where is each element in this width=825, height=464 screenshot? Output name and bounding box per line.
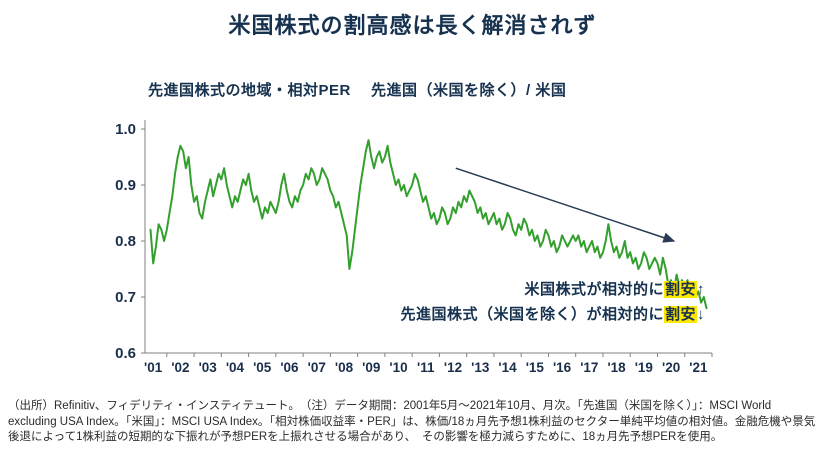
chart-annotation: 米国株式が相対的に割安↑ 先進国株式（米国を除く）が相対的に割安↓: [400, 277, 705, 327]
x-axis-label: '03: [199, 360, 218, 375]
x-axis-label: '21: [689, 360, 708, 375]
x-axis-label: '11: [417, 360, 435, 375]
x-axis-label: '17: [580, 360, 598, 375]
highlight-cheap-exus: 割安: [663, 306, 697, 323]
annotation-text: 先進国株式（米国を除く）が相対的に: [400, 306, 664, 323]
x-axis-label: '06: [280, 360, 299, 375]
annotation-line-exus-cheap: 先進国株式（米国を除く）が相対的に割安↓: [400, 302, 705, 327]
x-axis-label: '05: [253, 360, 272, 375]
x-axis-label: '07: [308, 360, 326, 375]
x-axis-label: '10: [389, 360, 407, 375]
x-axis-label: '13: [471, 360, 490, 375]
y-axis-label: 1.0: [115, 121, 136, 138]
trend-arrow: [455, 167, 676, 243]
chart-subtitle: 先進国株式の地域・相対PER 先進国（米国を除く）/ 米国: [148, 82, 567, 99]
x-axis-label: '01: [144, 360, 163, 375]
relative-per-line-chart: 0.6 0.7 0.8 0.9 1.0 '01 '02 '03 '04 '05 '06 '07 '08 '…: [115, 120, 713, 375]
up-arrow-glyph: ↑: [697, 281, 705, 298]
annotation-line-us-cheap: 米国株式が相対的に割安↑: [400, 277, 705, 302]
annotation-text: 米国株式が相対的に: [524, 281, 664, 298]
x-axis-label: '02: [171, 360, 189, 375]
y-axis-label: 0.6: [115, 345, 136, 362]
x-axis-label: '08: [335, 360, 354, 375]
x-axis-label: '04: [226, 360, 245, 375]
x-axis-label: '12: [444, 360, 462, 375]
page-title: 米国株式の割高感は長く解消されず: [228, 13, 597, 38]
x-axis-label: '16: [553, 360, 572, 375]
x-axis-label: '18: [607, 360, 626, 375]
y-axis-label: 0.7: [115, 289, 136, 306]
source-note: （出所）Refinitiv、フィデリティ・インスティテュート。 （注）データ期間…: [8, 400, 816, 443]
relative-per-series-line: [149, 139, 708, 310]
x-axis-label: '14: [498, 360, 517, 375]
x-axis-label: '15: [526, 360, 545, 375]
x-axis-label: '20: [662, 360, 680, 375]
y-axis-label: 0.9: [115, 177, 136, 194]
x-axis-label: '09: [362, 360, 380, 375]
highlight-cheap-us: 割安: [663, 281, 697, 298]
y-axis-label: 0.8: [115, 233, 136, 250]
x-axis-label: '19: [635, 360, 653, 375]
down-arrow-glyph: ↓: [697, 306, 705, 323]
